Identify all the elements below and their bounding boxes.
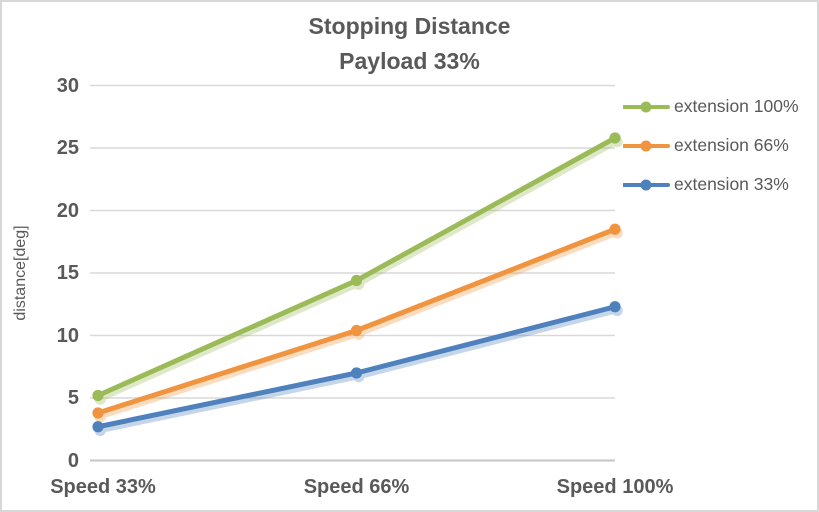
x-label-speed-33: Speed 33% — [50, 476, 156, 498]
y-tick-label-0: 0 — [67, 449, 79, 472]
data-point-extension-100-speed-100 — [609, 132, 621, 144]
legend-marker-extension-100-icon — [623, 101, 670, 112]
series-main-extension-66 — [92, 223, 621, 419]
x-label-speed-66: Speed 66% — [303, 476, 410, 498]
y-tick-label-25: 25 — [56, 137, 79, 159]
chart-title-line2: Payload 33% — [339, 48, 480, 74]
chart-title: Stopping Distance Payload 33% — [2, 9, 817, 79]
data-point-extension-100-speed-66 — [350, 274, 363, 287]
legend-item-extension-66: extension 66% — [623, 126, 799, 165]
series-main-extension-100 — [92, 132, 621, 402]
y-axis-title: distance[deg] — [12, 225, 29, 321]
legend-label-extension-66: extension 66% — [674, 135, 789, 155]
legend-marker-extension-33-icon — [623, 179, 670, 190]
data-point-extension-66-speed-33 — [92, 407, 104, 419]
x-label-speed-100: Speed 100% — [556, 476, 674, 498]
data-point-extension-33-speed-33 — [92, 421, 104, 433]
series-main-extension-33 — [92, 301, 621, 433]
data-point-extension-66-speed-100 — [609, 223, 621, 235]
legend-marker-extension-66-icon — [623, 140, 670, 151]
data-point-extension-33-speed-66 — [350, 367, 363, 379]
data-point-extension-33-speed-100 — [609, 301, 621, 313]
data-point-extension-100-speed-33 — [92, 389, 104, 402]
y-axis-tick-labels: 0 5 10 15 20 25 30 — [2, 2, 79, 510]
legend-label-extension-100: extension 100% — [674, 96, 799, 116]
legend-label-extension-33: extension 33% — [674, 174, 789, 194]
chart-title-line1: Stopping Distance — [308, 13, 511, 39]
y-tick-label-20: 20 — [56, 199, 79, 222]
legend-item-extension-100: extension 100% — [623, 87, 799, 126]
y-tick-label-30: 30 — [56, 74, 79, 97]
y-tick-label-5: 5 — [67, 387, 79, 409]
chart-legend: extension 100% extension 66% extension 33% — [623, 87, 799, 204]
legend-item-extension-33: extension 33% — [623, 165, 799, 204]
y-tick-label-15: 15 — [56, 262, 79, 284]
data-point-extension-66-speed-66 — [350, 324, 363, 337]
y-tick-label-10: 10 — [56, 324, 79, 347]
